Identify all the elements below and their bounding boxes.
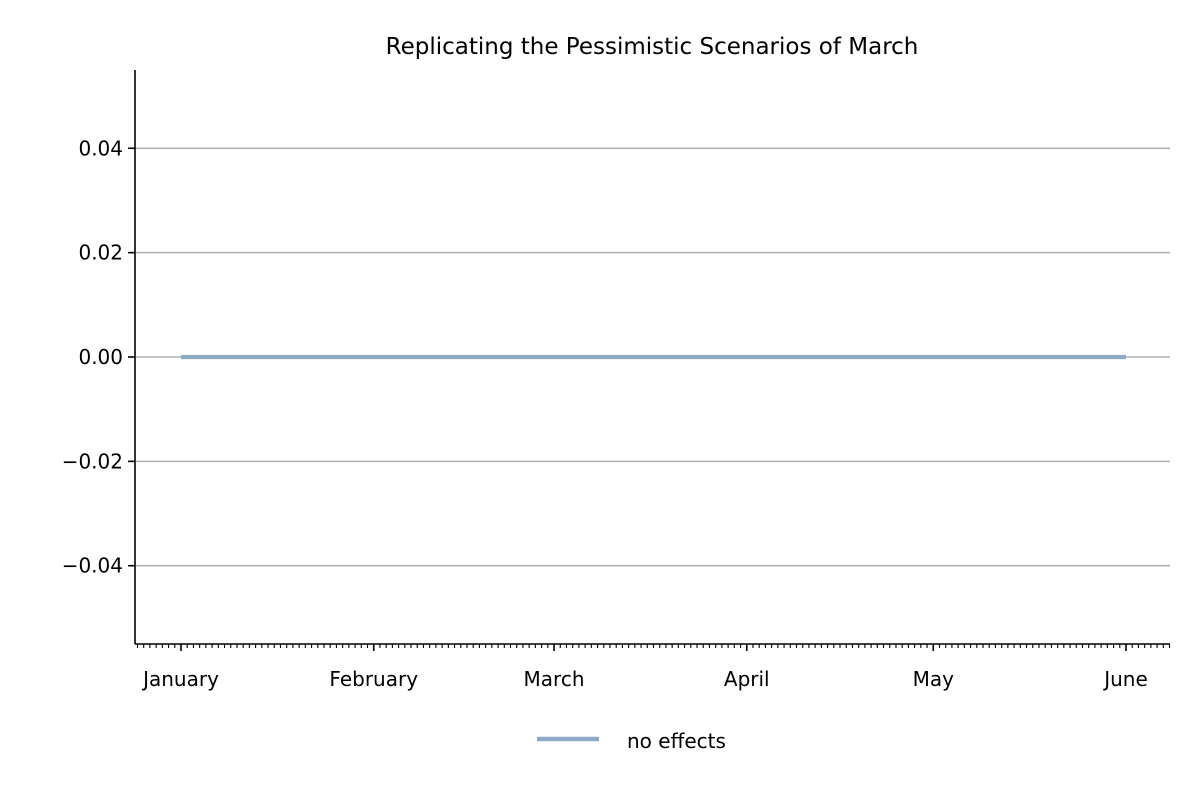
y-tick-label: −0.02 [62,449,123,473]
x-tick-label: February [329,667,418,691]
x-tick-label: April [724,667,770,691]
ticks: 0.04 0.02 0.00 −0.02 −0.04 January February Mar… [62,136,1171,691]
legend-label: no effects [627,729,726,753]
y-tick-label: 0.04 [78,136,123,160]
y-tick-label: −0.04 [62,554,123,578]
x-tick-label: March [524,667,585,691]
legend: no effects [537,729,726,753]
x-tick-label: June [1102,667,1148,691]
chart-title: Replicating the Pessimistic Scenarios of… [386,34,919,60]
x-tick-label: May [913,667,955,691]
y-tick-label: 0.02 [78,241,123,265]
x-tick-label: January [141,667,219,691]
y-tick-label: 0.00 [78,345,123,369]
